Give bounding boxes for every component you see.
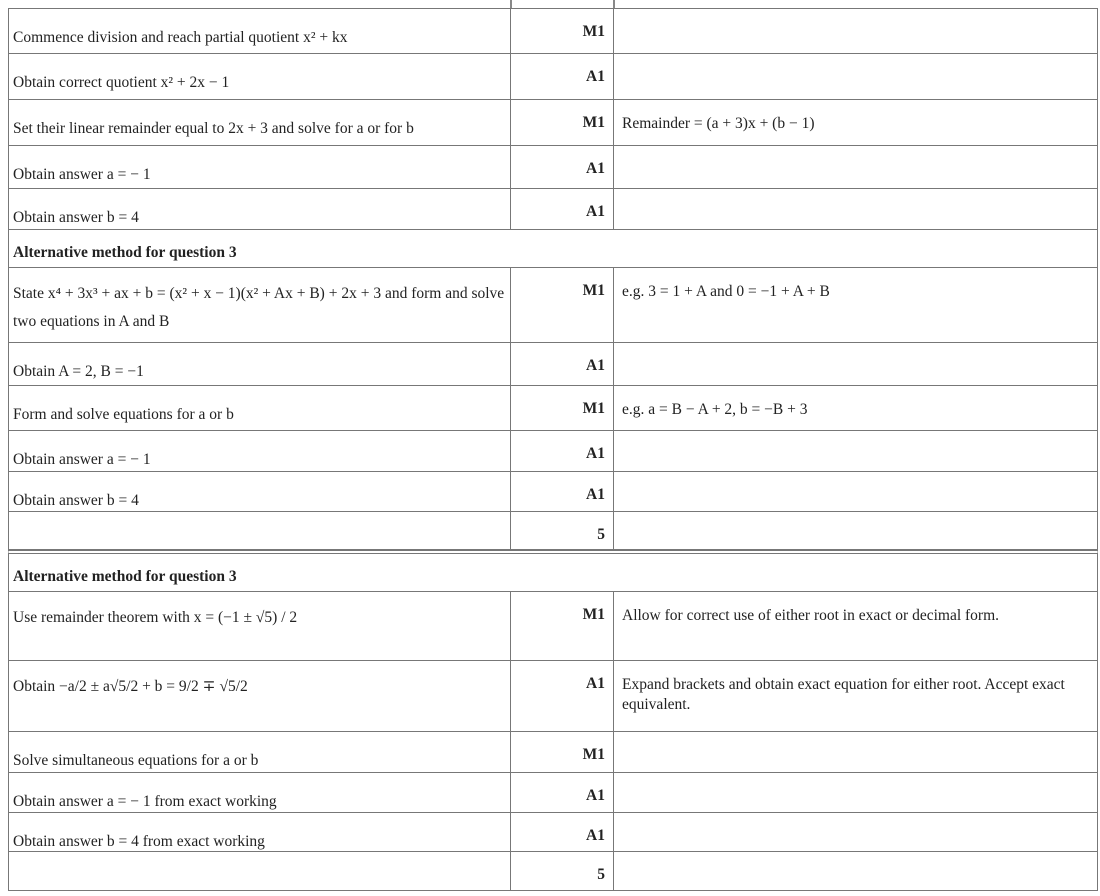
table-row: Obtain answer b = 4 from exact working A1 <box>8 813 1098 852</box>
mark-cell: A1 <box>511 773 614 812</box>
criterion-cell: Use remainder theorem with x = (−1 ± √5)… <box>9 592 511 660</box>
table-row: 5 <box>8 512 1098 550</box>
mark-cell: A1 <box>511 189 614 229</box>
guidance-cell <box>614 813 1097 851</box>
table-row: 5 <box>8 852 1098 891</box>
mark-cell: M1 <box>511 9 614 53</box>
criterion-cell: Form and solve equations for a or b <box>9 386 511 430</box>
section-header-row: Alternative method for question 3 <box>8 230 1098 268</box>
criterion-cell: Obtain −a/2 ± a√5/2 + b = 9/2 ∓ √5/2 <box>9 661 511 731</box>
table-row: Obtain answer b = 4 A1 <box>8 189 1098 230</box>
guidance-cell <box>614 146 1097 188</box>
table-row: State x⁴ + 3x³ + ax + b = (x² + x − 1)(x… <box>8 268 1098 343</box>
criterion-cell: Obtain answer a = − 1 <box>9 146 511 188</box>
criterion-cell: Obtain answer a = − 1 <box>9 431 511 471</box>
mark-cell: 5 <box>511 852 614 890</box>
table-row: Commence division and reach partial quot… <box>8 8 1098 54</box>
guidance-cell: e.g. a = B − A + 2, b = −B + 3 <box>622 401 808 418</box>
criterion-cell <box>9 512 511 549</box>
guidance-cell <box>614 732 1097 772</box>
guidance-cell <box>614 472 1097 511</box>
criterion-cell: Obtain A = 2, B = −1 <box>9 343 511 385</box>
guidance-cell: Allow for correct use of either root in … <box>622 607 1000 624</box>
mark-cell: M1 <box>511 732 614 772</box>
guidance-cell <box>614 9 1097 53</box>
mark-cell: A1 <box>511 661 614 731</box>
guidance-cell: Remainder = (a + 3)x + (b − 1) <box>622 115 815 132</box>
table-row: Obtain answer a = − 1 A1 <box>8 431 1098 472</box>
criterion-cell <box>9 852 511 890</box>
mark-cell: A1 <box>511 54 614 99</box>
guidance-cell <box>614 431 1097 471</box>
criterion-cell: Obtain answer b = 4 <box>9 472 511 511</box>
column-divider <box>510 0 512 8</box>
criterion-cell: Obtain answer a = − 1 from exact working <box>9 773 511 812</box>
table-row: Obtain A = 2, B = −1 A1 <box>8 343 1098 386</box>
criterion-cell: Obtain correct quotient x² + 2x − 1 <box>9 54 511 99</box>
mark-cell: 5 <box>511 512 614 549</box>
table-row: Form and solve equations for a or b M1 e.g… <box>8 386 1098 431</box>
mark-scheme-table: Commence division and reach partial quot… <box>8 8 1098 891</box>
table-row: Obtain correct quotient x² + 2x − 1 A1 <box>8 54 1098 100</box>
guidance-cell <box>614 189 1097 229</box>
criterion-cell: Obtain answer b = 4 <box>9 189 511 229</box>
guidance-cell <box>614 54 1097 99</box>
guidance-cell <box>614 852 1097 890</box>
mark-cell: M1 <box>511 386 614 430</box>
table-row: Use remainder theorem with x = (−1 ± √5)… <box>8 592 1098 661</box>
table-row: Obtain answer b = 4 A1 <box>8 472 1098 512</box>
table-row: Obtain −a/2 ± a√5/2 + b = 9/2 ∓ √5/2 A1 Ex… <box>8 661 1098 732</box>
guidance-cell <box>614 773 1097 812</box>
table-row: Set their linear remainder equal to 2x +… <box>8 100 1098 146</box>
guidance-cell: Expand brackets and obtain exact equatio… <box>622 676 1065 713</box>
criterion-cell: Set their linear remainder equal to 2x +… <box>9 100 511 145</box>
table-row: Obtain answer a = − 1 A1 <box>8 146 1098 189</box>
mark-cell: A1 <box>511 813 614 851</box>
mark-cell: A1 <box>511 431 614 471</box>
table-row: Obtain answer a = − 1 from exact working… <box>8 773 1098 813</box>
section-header: Alternative method for question 3 <box>13 568 237 585</box>
mark-cell: A1 <box>511 472 614 511</box>
mark-cell: M1 <box>511 100 614 145</box>
section-header: Alternative method for question 3 <box>13 244 237 261</box>
mark-cell: M1 <box>511 592 614 660</box>
guidance-cell: e.g. 3 = 1 + A and 0 = −1 + A + B <box>622 283 830 300</box>
section-header-row: Alternative method for question 3 <box>8 550 1098 592</box>
mark-cell: A1 <box>511 146 614 188</box>
guidance-cell <box>614 512 1097 549</box>
criterion-cell: State x⁴ + 3x³ + ax + b = (x² + x − 1)(x… <box>9 268 511 342</box>
column-divider <box>613 0 615 8</box>
criterion-cell: Obtain answer b = 4 from exact working <box>9 813 511 851</box>
criterion-cell: Solve simultaneous equations for a or b <box>9 732 511 772</box>
mark-cell: M1 <box>511 268 614 342</box>
mark-cell: A1 <box>511 343 614 385</box>
criterion-cell: Commence division and reach partial quot… <box>9 9 511 53</box>
guidance-cell <box>614 343 1097 385</box>
